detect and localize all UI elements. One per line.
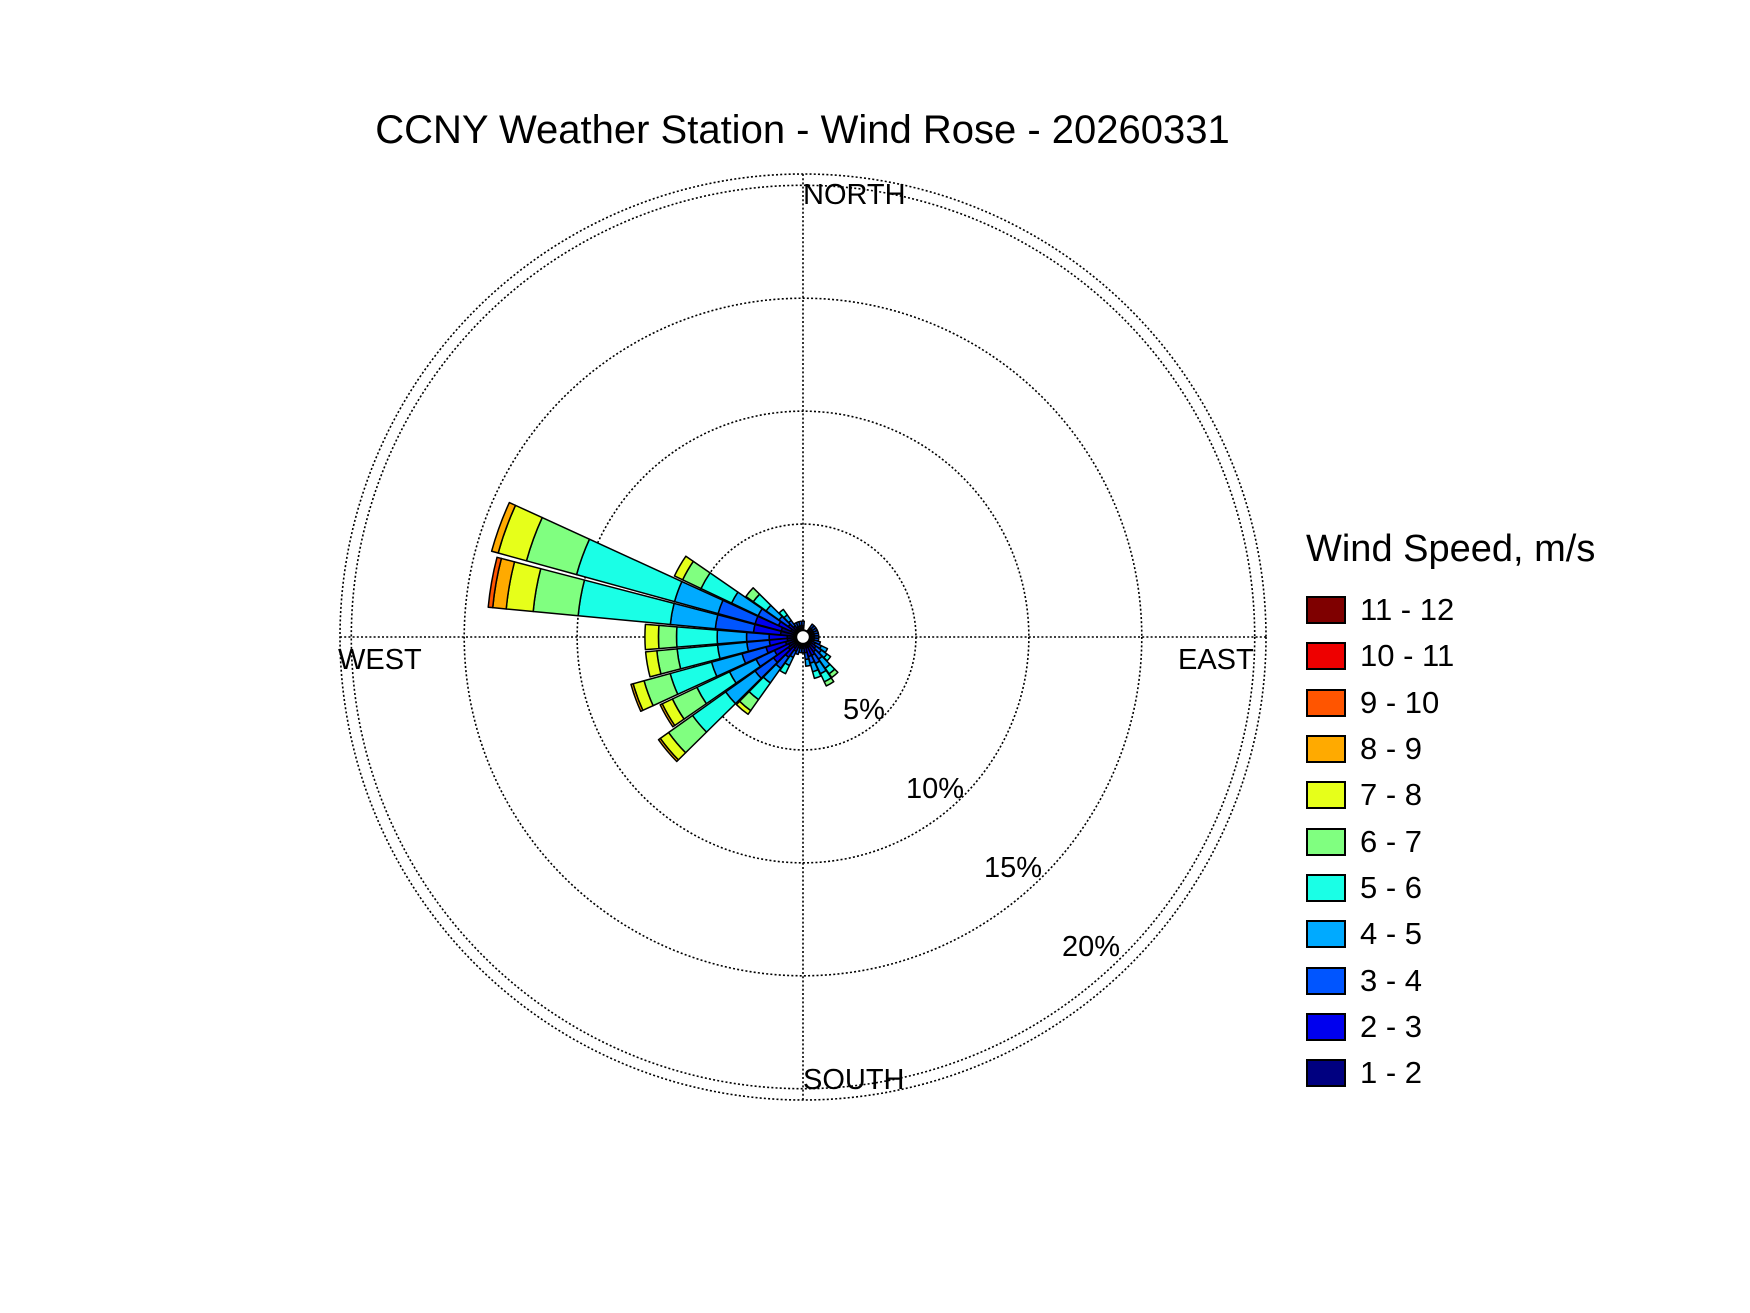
rose-segment-170-bin-3 — [804, 658, 812, 667]
legend-label: 8 - 9 — [1360, 731, 1423, 767]
rose-segment-280-bin-5 — [532, 567, 586, 617]
ring-label-15: 15% — [984, 852, 1043, 884]
legend-swatch — [1306, 642, 1346, 671]
rose-segment-300-bin-6 — [673, 555, 695, 581]
legend-item: 4 - 5 — [1306, 911, 1595, 957]
legend-label: 1 - 2 — [1360, 1055, 1423, 1091]
legend-swatch — [1306, 1012, 1346, 1041]
direction-label-south: SOUTH — [803, 1064, 905, 1096]
legend-label: 5 - 6 — [1360, 869, 1423, 905]
rose-segment-270-bin-6 — [644, 623, 660, 651]
grid-ring-2 — [463, 297, 1143, 977]
rose-segment-290-bin-7 — [490, 501, 517, 554]
legend-item: 11 - 12 — [1306, 587, 1595, 633]
legend-label: 9 - 10 — [1360, 684, 1440, 720]
legend-label: 3 - 4 — [1360, 962, 1423, 998]
legend-swatch — [1306, 827, 1346, 856]
legend-label: 4 - 5 — [1360, 916, 1423, 952]
chart-title: CCNY Weather Station - Wind Rose - 20260… — [375, 108, 1230, 152]
wind-rose-bars — [487, 501, 839, 763]
legend-title: Wind Speed, m/s — [1306, 528, 1596, 570]
legend-label: 6 - 7 — [1360, 823, 1423, 859]
rose-segment-270-bin-4 — [675, 626, 719, 648]
chart-legend: Wind Speed, m/s 11 - 12 10 - 11 9 - 10 8 - … — [1306, 528, 1595, 1096]
rose-segment-270-bin-5 — [657, 624, 678, 650]
rose-segment-230-bin-7 — [657, 737, 680, 763]
legend-label: 11 - 12 — [1360, 592, 1455, 628]
legend-swatch — [1306, 966, 1346, 995]
rose-segment-310-bin-5 — [745, 587, 761, 603]
legend-item: 1 - 2 — [1306, 1050, 1595, 1096]
rose-segment-160-bin-4 — [811, 669, 822, 680]
legend-label: 2 - 3 — [1360, 1008, 1423, 1044]
rose-segment-150-bin-5 — [823, 677, 835, 687]
rose-segment-360-bin-2 — [800, 620, 806, 627]
legend-item: 5 - 6 — [1306, 865, 1595, 911]
legend-label: 10 - 11 — [1360, 638, 1455, 674]
rose-segment-220-bin-6 — [735, 700, 752, 716]
ring-label-20: 20% — [1062, 931, 1121, 963]
grid-ring-3 — [350, 184, 1256, 1090]
rose-segment-260-bin-6 — [644, 650, 662, 678]
legend-swatch — [1306, 688, 1346, 717]
legend-items: 11 - 12 10 - 11 9 - 10 8 - 9 7 - 8 6 - 7 5 - 6… — [1306, 587, 1595, 1096]
rose-segment-270-bin-3 — [716, 629, 748, 645]
calm-center-circle — [795, 629, 811, 645]
legend-label: 7 - 8 — [1360, 777, 1423, 813]
legend-item: 2 - 3 — [1306, 1004, 1595, 1050]
ring-label-5: 5% — [843, 694, 885, 726]
legend-item: 8 - 9 — [1306, 726, 1595, 772]
rose-segment-280-bin-8 — [487, 556, 503, 609]
direction-label-west: WEST — [338, 644, 422, 676]
rose-segment-320-bin-4 — [778, 608, 789, 619]
direction-label-north: NORTH — [803, 179, 906, 211]
legend-item: 6 - 7 — [1306, 818, 1595, 864]
legend-swatch — [1306, 735, 1346, 764]
rose-segment-240-bin-7 — [659, 703, 676, 728]
legend-swatch — [1306, 1059, 1346, 1088]
legend-swatch — [1306, 920, 1346, 949]
legend-swatch — [1306, 596, 1346, 625]
legend-item: 9 - 10 — [1306, 680, 1595, 726]
legend-item: 10 - 11 — [1306, 633, 1595, 679]
rose-segment-250-bin-7 — [630, 683, 644, 713]
legend-item: 3 - 4 — [1306, 957, 1595, 1003]
legend-item: 7 - 8 — [1306, 772, 1595, 818]
legend-swatch — [1306, 781, 1346, 810]
direction-label-east: EAST — [1178, 644, 1254, 676]
ring-label-10: 10% — [906, 773, 965, 805]
legend-swatch — [1306, 873, 1346, 902]
